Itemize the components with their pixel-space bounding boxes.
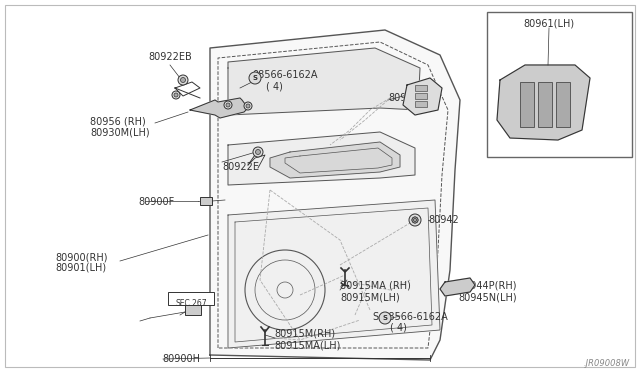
Bar (185, 305, 201, 315)
Text: 80915M(RH): 80915M(RH) (274, 329, 335, 339)
Text: 80960: 80960 (388, 93, 419, 103)
Polygon shape (228, 200, 440, 348)
Polygon shape (403, 78, 442, 115)
Polygon shape (228, 48, 420, 115)
Circle shape (409, 214, 421, 226)
Bar (538, 82, 552, 127)
Bar (520, 82, 534, 127)
Text: .JR09008W: .JR09008W (584, 359, 630, 368)
Polygon shape (210, 30, 460, 360)
Circle shape (246, 104, 250, 108)
Circle shape (413, 218, 417, 221)
Text: 80956 (RH): 80956 (RH) (90, 116, 146, 126)
Circle shape (249, 72, 261, 84)
Polygon shape (497, 65, 590, 140)
Circle shape (255, 150, 260, 154)
Bar (556, 82, 570, 127)
Text: 80900H: 80900H (162, 354, 200, 364)
Circle shape (412, 217, 418, 223)
Bar (487, 12, 632, 157)
Text: 80915M(LH): 80915M(LH) (340, 292, 400, 302)
Polygon shape (440, 278, 475, 296)
Text: ( 4): ( 4) (266, 81, 283, 91)
Text: ( 4): ( 4) (390, 323, 407, 333)
Bar (200, 197, 212, 205)
Circle shape (226, 103, 230, 107)
Text: 80915MA(LH): 80915MA(LH) (274, 340, 340, 350)
Bar (415, 93, 427, 99)
Text: 80900(RH): 80900(RH) (55, 252, 108, 262)
Text: S: S (383, 315, 387, 321)
Text: 80945N(LH): 80945N(LH) (458, 292, 516, 302)
Polygon shape (228, 132, 415, 185)
Text: 80961(LH): 80961(LH) (524, 18, 575, 28)
Circle shape (253, 147, 263, 157)
Circle shape (224, 101, 232, 109)
Bar (415, 101, 427, 107)
Text: 80900F: 80900F (138, 197, 174, 207)
Text: 80930M(LH): 80930M(LH) (90, 127, 150, 137)
Text: 80922EB: 80922EB (148, 52, 192, 62)
Text: 08566-6162A: 08566-6162A (252, 70, 317, 80)
Text: 80944P(RH): 80944P(RH) (458, 281, 516, 291)
Polygon shape (190, 98, 248, 118)
Text: 80922E: 80922E (222, 162, 259, 172)
Text: SEC.267: SEC.267 (175, 299, 207, 308)
Text: 80942: 80942 (428, 215, 459, 225)
Text: S 08566-6162A: S 08566-6162A (373, 312, 448, 322)
Bar (415, 85, 427, 91)
Circle shape (178, 75, 188, 85)
Text: S: S (253, 75, 257, 81)
Circle shape (379, 312, 391, 324)
Circle shape (412, 217, 418, 223)
Circle shape (244, 102, 252, 110)
Polygon shape (270, 142, 400, 178)
Circle shape (180, 77, 186, 83)
Circle shape (174, 93, 178, 97)
Text: 80915MA (RH): 80915MA (RH) (340, 281, 411, 291)
Bar (168, 292, 214, 305)
Circle shape (172, 91, 180, 99)
Text: 80901(LH): 80901(LH) (55, 263, 106, 273)
